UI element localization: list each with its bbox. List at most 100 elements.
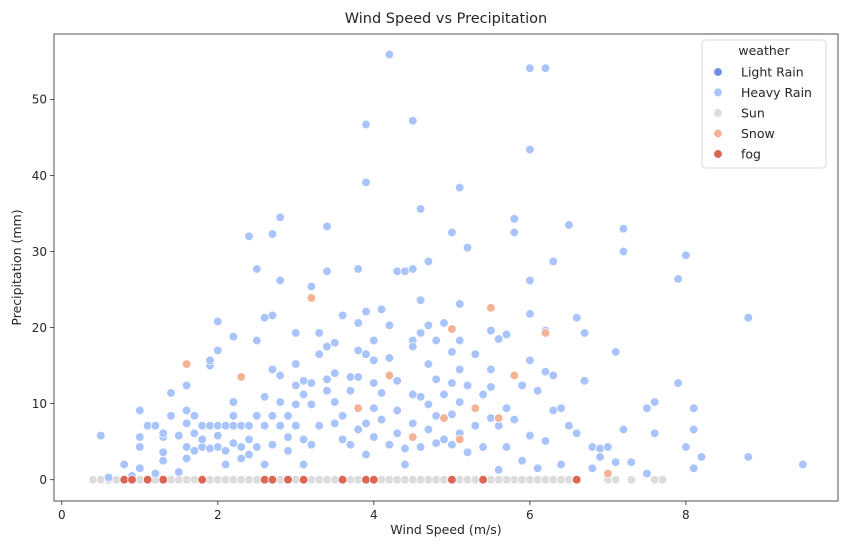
point-sun xyxy=(306,475,317,485)
point-heavy-rain xyxy=(142,421,153,431)
point-sun xyxy=(657,475,668,485)
point-fog xyxy=(267,475,278,485)
point-heavy-rain xyxy=(283,446,293,456)
point-heavy-rain xyxy=(314,349,324,359)
point-sun xyxy=(236,475,246,485)
point-heavy-rain xyxy=(533,386,543,396)
point-heavy-rain xyxy=(369,378,379,388)
point-heavy-rain xyxy=(689,403,699,413)
point-heavy-rain xyxy=(181,405,192,416)
point-sun xyxy=(213,475,223,485)
point-heavy-rain xyxy=(548,405,558,416)
point-heavy-rain xyxy=(447,347,457,357)
point-heavy-rain xyxy=(298,376,309,386)
point-heavy-rain xyxy=(376,414,387,425)
point-heavy-rain xyxy=(361,306,371,317)
legend-marker xyxy=(713,108,723,118)
point-heavy-rain xyxy=(384,353,395,363)
point-heavy-rain xyxy=(392,405,402,416)
point-heavy-rain xyxy=(252,411,262,421)
point-sun xyxy=(252,475,262,485)
point-heavy-rain xyxy=(361,449,371,460)
point-heavy-rain xyxy=(400,266,410,276)
point-sun xyxy=(88,475,98,485)
point-heavy-rain xyxy=(494,465,504,475)
point-heavy-rain xyxy=(330,397,340,407)
y-tick-label: 0 xyxy=(39,473,47,487)
point-heavy-rain xyxy=(267,229,278,239)
point-heavy-rain xyxy=(447,378,457,388)
point-heavy-rain xyxy=(642,403,652,413)
point-heavy-rain xyxy=(431,335,441,346)
point-heavy-rain xyxy=(369,403,379,413)
y-tick-label: 40 xyxy=(32,169,47,183)
point-heavy-rain xyxy=(486,413,496,423)
point-sun xyxy=(111,475,122,485)
point-heavy-rain xyxy=(259,459,270,470)
plot-frame xyxy=(53,33,839,502)
point-snow xyxy=(181,359,192,369)
point-heavy-rain xyxy=(618,224,629,234)
point-heavy-rain xyxy=(96,430,106,441)
point-heavy-rain xyxy=(353,424,363,435)
point-heavy-rain xyxy=(548,256,558,267)
point-heavy-rain xyxy=(119,459,129,470)
point-heavy-rain xyxy=(525,430,535,441)
point-heavy-rain xyxy=(673,274,683,284)
legend-entries: Light Rain Heavy Rain Sun Snow fog xyxy=(713,65,812,162)
point-snow xyxy=(494,413,504,423)
x-tick-label: 0 xyxy=(58,508,66,522)
point-heavy-rain xyxy=(423,359,434,369)
point-heavy-rain xyxy=(743,313,753,323)
point-heavy-rain xyxy=(345,386,356,396)
point-heavy-rain xyxy=(540,436,551,446)
point-heavy-rain xyxy=(275,212,285,222)
y-tick-label: 10 xyxy=(32,397,47,411)
point-sun xyxy=(314,475,324,485)
point-heavy-rain xyxy=(259,421,270,431)
y-axis: 0 10 20 30 40 50 xyxy=(32,93,54,487)
point-heavy-rain xyxy=(283,411,293,421)
point-heavy-rain xyxy=(470,349,480,359)
point-heavy-rain xyxy=(642,468,652,479)
point-heavy-rain xyxy=(415,295,426,305)
point-heavy-rain xyxy=(650,428,660,438)
point-fog xyxy=(447,475,457,485)
point-heavy-rain xyxy=(135,432,145,442)
point-snow xyxy=(353,403,363,413)
point-heavy-rain xyxy=(525,63,535,73)
point-heavy-rain xyxy=(509,227,519,238)
point-sun xyxy=(626,475,636,485)
point-sun xyxy=(189,475,200,485)
point-sun xyxy=(166,475,176,485)
legend-label: Snow xyxy=(741,126,775,141)
point-heavy-rain xyxy=(415,204,426,214)
point-heavy-rain xyxy=(681,250,691,260)
point-heavy-rain xyxy=(626,457,636,467)
legend: weather Light Rain Heavy Rain Sun Snow fog xyxy=(701,39,827,169)
point-heavy-rain xyxy=(361,418,371,429)
point-heavy-rain xyxy=(525,144,535,155)
point-heavy-rain xyxy=(525,309,535,319)
point-sun xyxy=(611,475,621,485)
point-heavy-rain xyxy=(439,434,449,445)
point-heavy-rain xyxy=(564,220,574,230)
point-heavy-rain xyxy=(213,430,223,441)
point-heavy-rain xyxy=(228,397,239,407)
x-tick-label: 8 xyxy=(682,508,690,522)
legend-marker xyxy=(713,87,723,98)
point-heavy-rain xyxy=(611,457,621,467)
point-heavy-rain xyxy=(291,380,301,391)
point-heavy-rain xyxy=(135,405,145,416)
point-heavy-rain xyxy=(189,446,200,456)
point-sun xyxy=(322,475,332,485)
point-snow xyxy=(447,324,457,334)
point-sun xyxy=(376,475,387,485)
point-heavy-rain xyxy=(587,442,597,452)
point-heavy-rain xyxy=(275,397,285,407)
point-sun xyxy=(548,475,558,485)
point-sun xyxy=(650,475,660,485)
point-heavy-rain xyxy=(540,63,551,73)
point-heavy-rain xyxy=(158,456,168,466)
legend-label: Heavy Rain xyxy=(741,85,812,100)
